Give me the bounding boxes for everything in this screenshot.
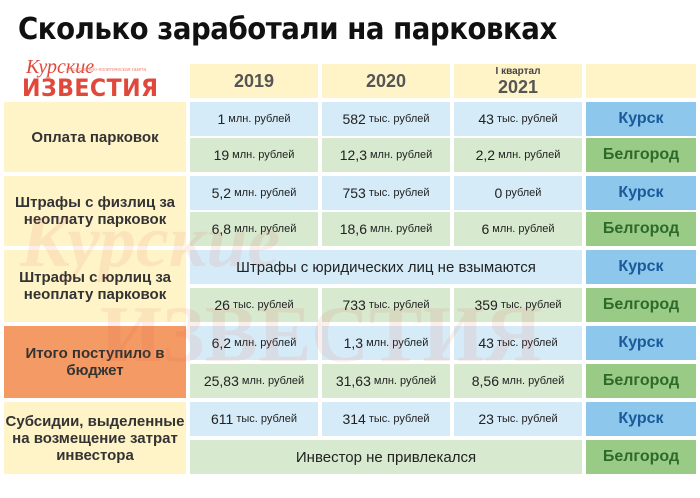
persons-kursk-2019: 5,2 млн. рублей xyxy=(190,176,318,210)
group-total: Итого поступило в бюджет xyxy=(4,326,186,398)
total-kursk-2021q1: 43 тыс. рублей xyxy=(454,326,582,360)
logo-line-1: Курские xyxy=(26,56,95,78)
group-subsidies: Субсидии, выделенные на возмещение затра… xyxy=(4,402,186,474)
total-kursk-2019: 6,2 млн. рублей xyxy=(190,326,318,360)
city-tag-belgorod: Белгород xyxy=(586,364,696,398)
subs-kursk-2020: 314 тыс. рублей xyxy=(322,402,450,436)
city-tag-belgorod: Белгород xyxy=(586,288,696,322)
parking-kursk-2021q1: 43 тыс. рублей xyxy=(454,102,582,136)
legal-belgorod-2020: 733 тыс. рублей xyxy=(322,288,450,322)
header-quarter-label: I квартал xyxy=(495,65,541,77)
city-tag-belgorod: Белгород xyxy=(586,440,696,474)
persons-belgorod-2019: 6,8 млн. рублей xyxy=(190,212,318,246)
subs-belgorod-note: Инвестор не привлекался xyxy=(190,440,582,474)
city-tag-belgorod: Белгород xyxy=(586,212,696,246)
parking-belgorod-2020: 12,3 млн. рублей xyxy=(322,138,450,172)
persons-belgorod-2021q1: 6 млн. рублей xyxy=(454,212,582,246)
city-tag-kursk: Курск xyxy=(586,250,696,284)
page-title: Сколько заработали на парковках xyxy=(18,12,557,47)
city-tag-kursk: Курск xyxy=(586,102,696,136)
parking-belgorod-2019: 19 млн. рублей xyxy=(190,138,318,172)
legal-kursk-note: Штрафы с юридических лиц не взымаются xyxy=(190,250,582,284)
group-parking: Оплата парковок xyxy=(4,102,186,172)
logo-tagline: общественно-политическая газета xyxy=(66,67,147,73)
header-2020: 2020 xyxy=(322,64,450,98)
legal-belgorod-2019: 26 тыс. рублей xyxy=(190,288,318,322)
total-belgorod-2021q1: 8,56 млн. рублей xyxy=(454,364,582,398)
persons-kursk-2021q1: 0 рублей xyxy=(454,176,582,210)
city-tag-kursk: Курск xyxy=(586,176,696,210)
city-tag-kursk: Курск xyxy=(586,326,696,360)
group-fines-persons: Штрафы с физлиц за неоплату парковок xyxy=(4,176,186,246)
persons-kursk-2020: 753 тыс. рублей xyxy=(322,176,450,210)
header-q1-2021: I квартал 2021 xyxy=(454,64,582,98)
total-belgorod-2019: 25,83 млн. рублей xyxy=(190,364,318,398)
parking-belgorod-2021q1: 2,2 млн. рублей xyxy=(454,138,582,172)
city-tag-kursk: Курск xyxy=(586,402,696,436)
subs-kursk-2021q1: 23 тыс. рублей xyxy=(454,402,582,436)
city-tag-belgorod: Белгород xyxy=(586,138,696,172)
parking-kursk-2020: 582 тыс. рублей xyxy=(322,102,450,136)
subs-kursk-2019: 611 тыс. рублей xyxy=(190,402,318,436)
total-belgorod-2020: 31,63 млн. рублей xyxy=(322,364,450,398)
header-quarter-year: 2021 xyxy=(497,76,539,97)
total-kursk-2020: 1,3 млн. рублей xyxy=(322,326,450,360)
logo-line-2: ИЗВЕСТИЯ xyxy=(22,74,159,102)
header-2019: 2019 xyxy=(190,64,318,98)
header-city-col xyxy=(586,64,696,98)
legal-belgorod-2021q1: 359 тыс. рублей xyxy=(454,288,582,322)
group-fines-legal: Штрафы с юрлиц за неоплату парковок xyxy=(4,250,186,322)
persons-belgorod-2020: 18,6 млн. рублей xyxy=(322,212,450,246)
newspaper-logo: Курские общественно-политическая газета … xyxy=(22,56,188,102)
parking-kursk-2019: 1 млн. рублей xyxy=(190,102,318,136)
